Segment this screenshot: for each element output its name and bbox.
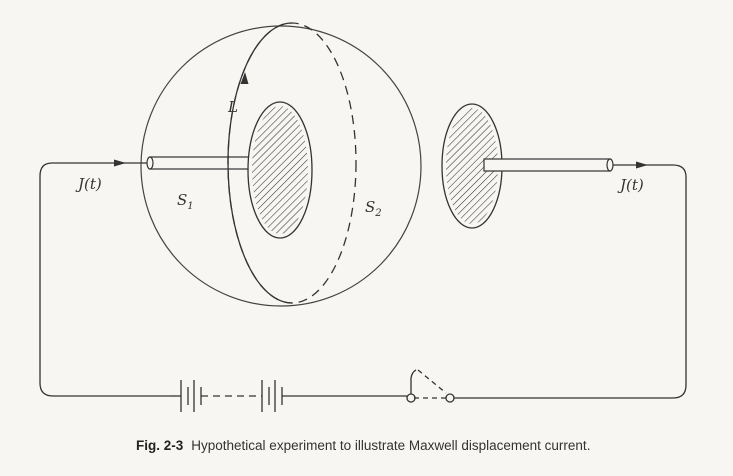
- contour-label: L: [227, 98, 238, 116]
- surface2-letter: S: [365, 198, 375, 216]
- contour-front: [227, 22, 293, 304]
- switch: [406, 369, 455, 403]
- current-arrow-right: [636, 161, 648, 169]
- battery: [170, 380, 407, 412]
- current-label-left: J(t): [75, 175, 102, 193]
- surface2-label: S2: [365, 198, 382, 219]
- figure-caption: Fig. 2-3 Hypothetical experiment to illus…: [136, 438, 590, 453]
- contour-arrow: [240, 72, 249, 84]
- left-lead: [146, 156, 255, 170]
- caption-text: Hypothetical experiment to illustrate Ma…: [191, 438, 591, 453]
- circuit-wire-right: [454, 164, 687, 399]
- current-label-right: J(t): [617, 176, 644, 194]
- figure-number: Fig. 2-3: [136, 438, 184, 453]
- surface1-subscript: 1: [187, 201, 193, 212]
- right-lead: [483, 158, 614, 172]
- sphere-surface: [140, 25, 422, 307]
- surface1-letter: S: [177, 191, 187, 209]
- surface1-label: S1: [177, 191, 194, 212]
- surface2-subscript: 2: [374, 208, 381, 219]
- current-arrow-left: [114, 159, 126, 167]
- circuit-wire-left: [39, 162, 170, 397]
